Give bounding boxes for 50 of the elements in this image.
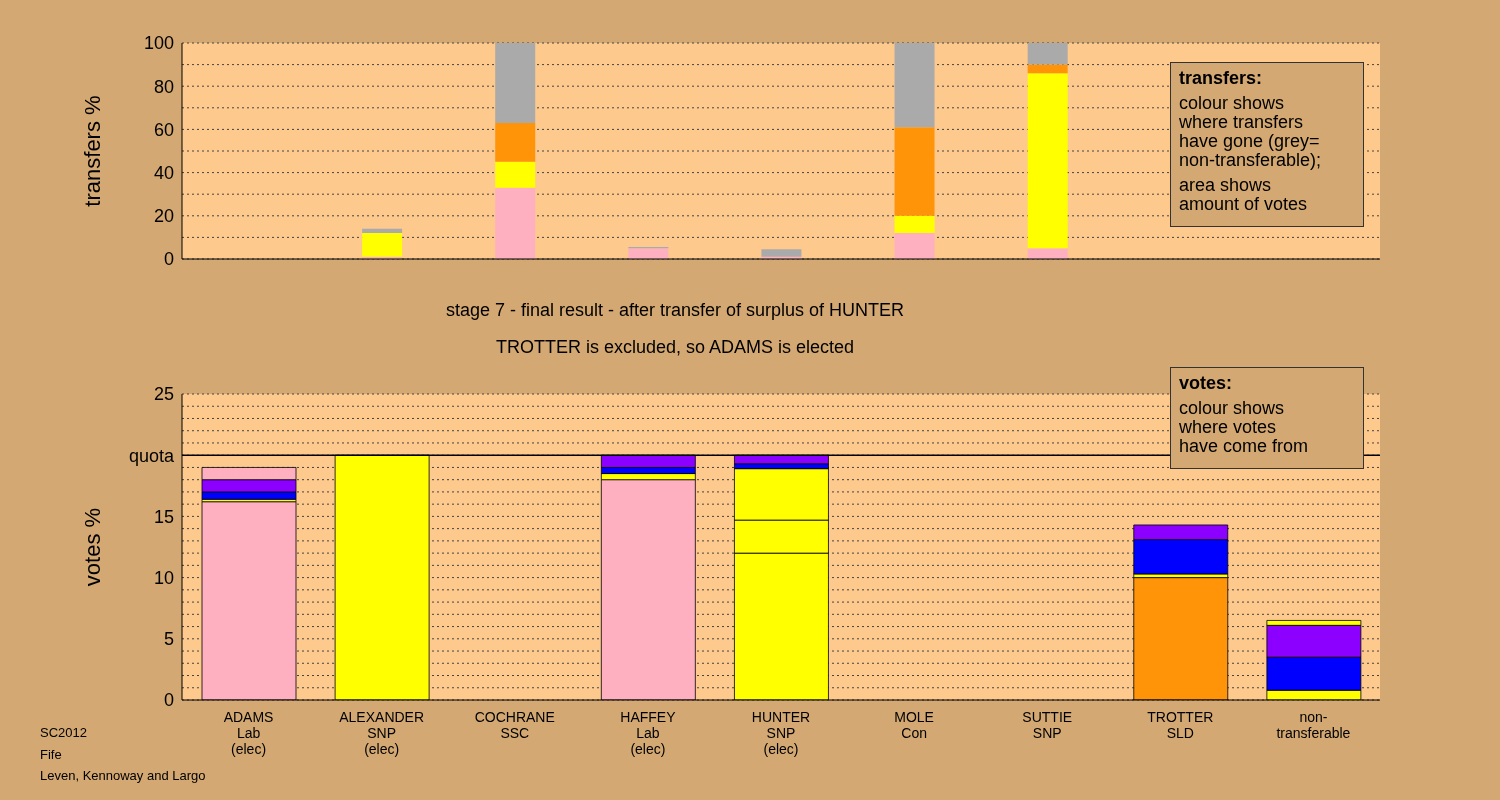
text-box: transfers: colour shows where transfers have gone (grey= non-transferable); area shows amount of votes xyxy=(1170,62,1364,227)
bar xyxy=(1027,248,1068,259)
x-tick-label: SUTTIE SNP xyxy=(1022,709,1073,741)
bar xyxy=(495,122,536,162)
bar xyxy=(495,43,536,123)
y-axis-title: votes % xyxy=(79,507,105,587)
bar xyxy=(894,43,935,128)
x-tick-label: HUNTER SNP (elec) xyxy=(751,709,811,757)
y-tick-label: 0 xyxy=(163,690,174,711)
bar xyxy=(362,233,403,257)
y-tick-label: 60 xyxy=(153,119,174,140)
annotation: colour shows where transfers have gone (grey= non-transferable); xyxy=(1179,93,1323,170)
bar xyxy=(894,215,935,234)
bar xyxy=(1027,64,1068,74)
annotation: colour shows where votes have come from xyxy=(1179,398,1310,456)
y-tick-label: 20 xyxy=(153,206,174,227)
x-tick-label: MOLE Con xyxy=(894,709,934,741)
bar xyxy=(894,233,935,259)
y-tick-label: 15 xyxy=(153,506,174,527)
bar xyxy=(761,249,802,257)
annotation: area shows amount of votes xyxy=(1179,175,1309,214)
text: Fife xyxy=(40,745,63,764)
y-tick-label: 0 xyxy=(163,249,174,270)
y-tick-label: quota xyxy=(128,445,175,466)
text: Leven, Kennoway and Largo xyxy=(40,767,206,785)
y-tick-label: 10 xyxy=(153,567,174,588)
bar xyxy=(362,228,403,234)
y-axis-title: transfers % xyxy=(79,95,105,207)
x-tick-label: COCHRANE SSC xyxy=(474,709,555,741)
bar xyxy=(894,127,935,216)
x-tick-label: non- transferable xyxy=(1276,709,1351,741)
text-box: votes: colour shows where votes have come from xyxy=(1170,367,1364,469)
bar xyxy=(1027,43,1068,65)
bar xyxy=(495,161,536,188)
x-tick-label: TROTTER SLD xyxy=(1147,709,1214,741)
text: SC2012 xyxy=(40,724,88,742)
y-tick-label: 80 xyxy=(153,76,174,97)
bar xyxy=(1027,73,1068,249)
x-tick-label: ADAMS Lab (elec) xyxy=(223,709,274,757)
x-tick-label: ALEXANDER SNP (elec) xyxy=(339,709,425,757)
bar xyxy=(495,187,536,259)
chart-subtitle: TROTTER is excluded, so ADAMS is elected xyxy=(494,337,856,358)
annotation: transfers: xyxy=(1179,68,1264,88)
x-tick-label: HAFFEY Lab (elec) xyxy=(620,709,677,757)
bar xyxy=(628,248,669,259)
chart-title: stage 7 - final result - after transfer of surplus of HUNTER xyxy=(444,300,906,321)
y-tick-label: 5 xyxy=(163,629,174,650)
y-tick-label: 25 xyxy=(153,384,174,405)
y-tick-label: 40 xyxy=(153,162,174,183)
y-tick-label: 100 xyxy=(143,33,174,54)
